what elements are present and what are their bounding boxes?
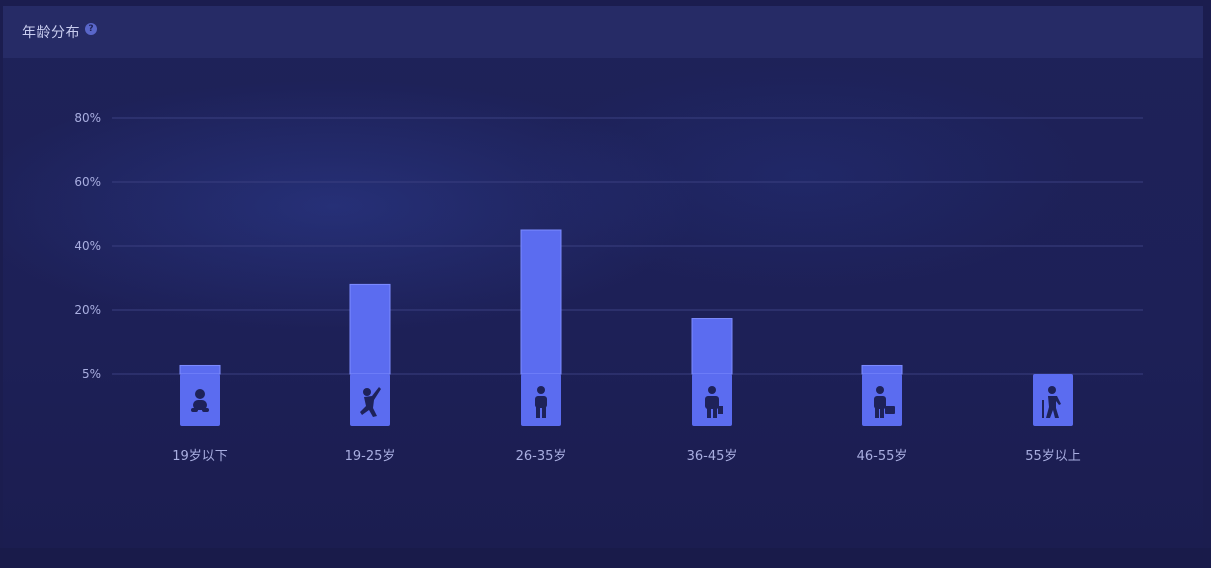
x-tick-label: 26-35岁: [516, 449, 567, 464]
y-tick-label: 20%: [74, 303, 101, 317]
adult-icon: [535, 386, 547, 418]
panel-header: 年龄分布 ?: [3, 6, 1203, 58]
young-person-icon: [360, 387, 381, 417]
y-tick-label: 80%: [74, 111, 101, 125]
bar: [520, 229, 562, 375]
help-icon[interactable]: ?: [85, 23, 97, 35]
y-tick-label: 60%: [74, 175, 101, 189]
x-tick-label: 55岁以上: [1025, 449, 1081, 464]
worker-briefcase-icon: [874, 386, 895, 418]
x-tick-label: 19岁以下: [172, 449, 228, 464]
x-tick-label: 36-45岁: [687, 449, 738, 464]
bottom-strip: [0, 548, 1211, 568]
age-distribution-panel: 年龄分布 ?: [3, 6, 1203, 548]
y-tick-label: 5%: [82, 367, 101, 381]
businessman-icon: [705, 386, 723, 418]
x-tick-label: 46-55岁: [857, 449, 908, 464]
age-bar-chart: 5% 20% 40% 60% 80% 19岁以下 19-25岁 26-35岁 36-45岁 46-…: [74, 111, 1143, 464]
y-tick-label: 40%: [74, 239, 101, 253]
baby-icon: [191, 389, 209, 412]
x-tick-label: 19-25岁: [345, 449, 396, 464]
bar: [691, 318, 733, 375]
elderly-cane-icon: [1042, 386, 1061, 418]
bar: [861, 364, 903, 375]
bar: [179, 364, 221, 375]
panel-title: 年龄分布: [22, 25, 80, 41]
bar: [349, 283, 391, 375]
